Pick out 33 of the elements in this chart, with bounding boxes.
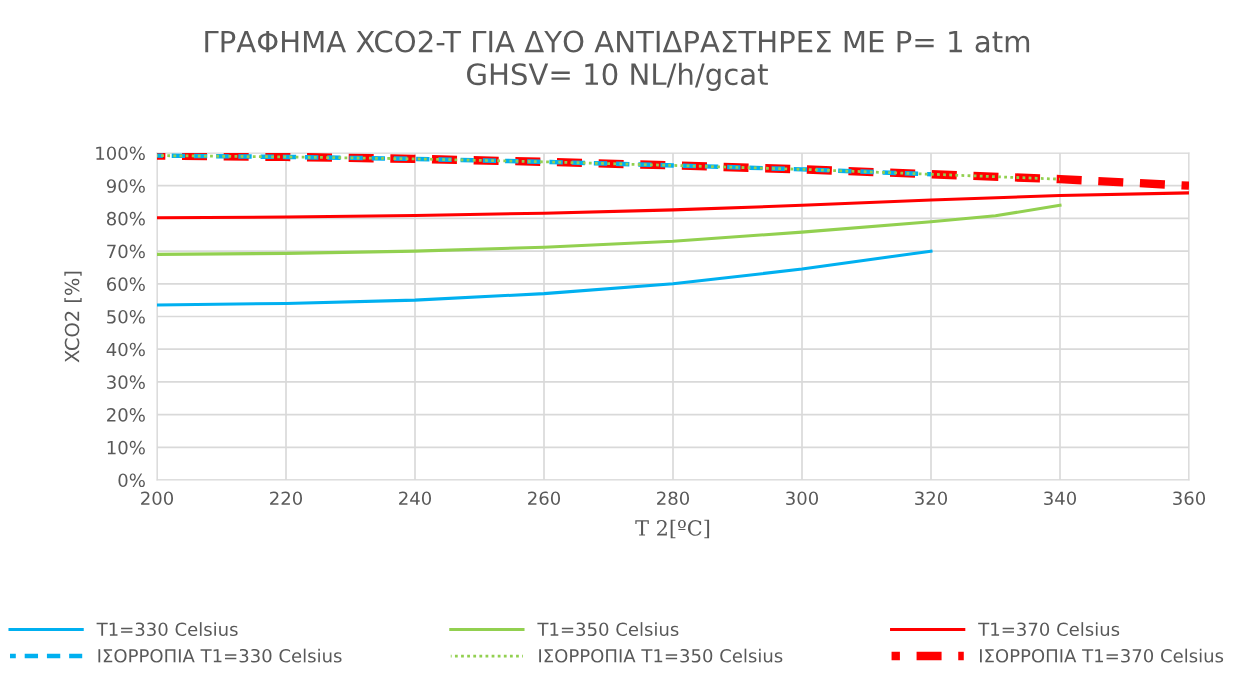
y-tick-label: 60% (107, 277, 145, 291)
y-axis-title: XCO2 [%] (64, 271, 82, 363)
legend-label: ΙΣΟΡΡΟΠΙΑ T1=370 Celsius (980, 648, 1224, 663)
y-tick-label: 50% (107, 309, 145, 324)
y-tick-label: 100% (96, 146, 145, 161)
line-series (157, 154, 1062, 181)
x-tick-label: 240 (399, 491, 432, 506)
y-tick-label: 0% (118, 473, 145, 488)
y-tick-label: 10% (107, 440, 145, 455)
legend-label: T1=370 Celsius (978, 622, 1120, 637)
legend-label: T1=350 Celsius (537, 622, 679, 637)
x-axis-title: T 2[ºC] (635, 519, 710, 539)
y-tick-label: 80% (106, 211, 145, 226)
line-series (157, 249, 933, 307)
legend-label: T1=330 Celsius (96, 622, 238, 637)
x-tick-label: 200 (141, 491, 174, 506)
x-tick-label: 260 (528, 491, 561, 506)
x-tick-label: 220 (270, 491, 303, 506)
x-tick-label: 320 (915, 491, 948, 506)
y-tick-label: 30% (107, 375, 145, 390)
x-tick-label: 300 (786, 491, 819, 506)
legend-label: ΙΣΟΡΡΟΠΙΑ T1=330 Celsius (98, 648, 342, 663)
chart-title: ΓΡΑΦΗΜΑ XCO2-T ΓΙΑ ΔΥΟ ΑΝΤΙΔΡΑΣΤΗΡΕΣ ΜΕ P= 1 atm GHSV= 10 NL/h/gcat (205, 30, 1030, 91)
y-tick-label: 40% (106, 342, 145, 357)
y-tick-label: 70% (107, 244, 145, 259)
x-tick-label: 340 (1044, 491, 1077, 506)
y-tick-label: 90% (106, 179, 145, 193)
x-tick-label: 360 (1173, 491, 1206, 506)
line-series (157, 153, 934, 177)
y-tick-label: 20% (107, 408, 145, 422)
x-tick-label: 280 (657, 491, 690, 506)
legend-label: ΙΣΟΡΡΟΠΙΑ T1=350 Celsius (539, 648, 783, 663)
line-series (157, 203, 1062, 256)
